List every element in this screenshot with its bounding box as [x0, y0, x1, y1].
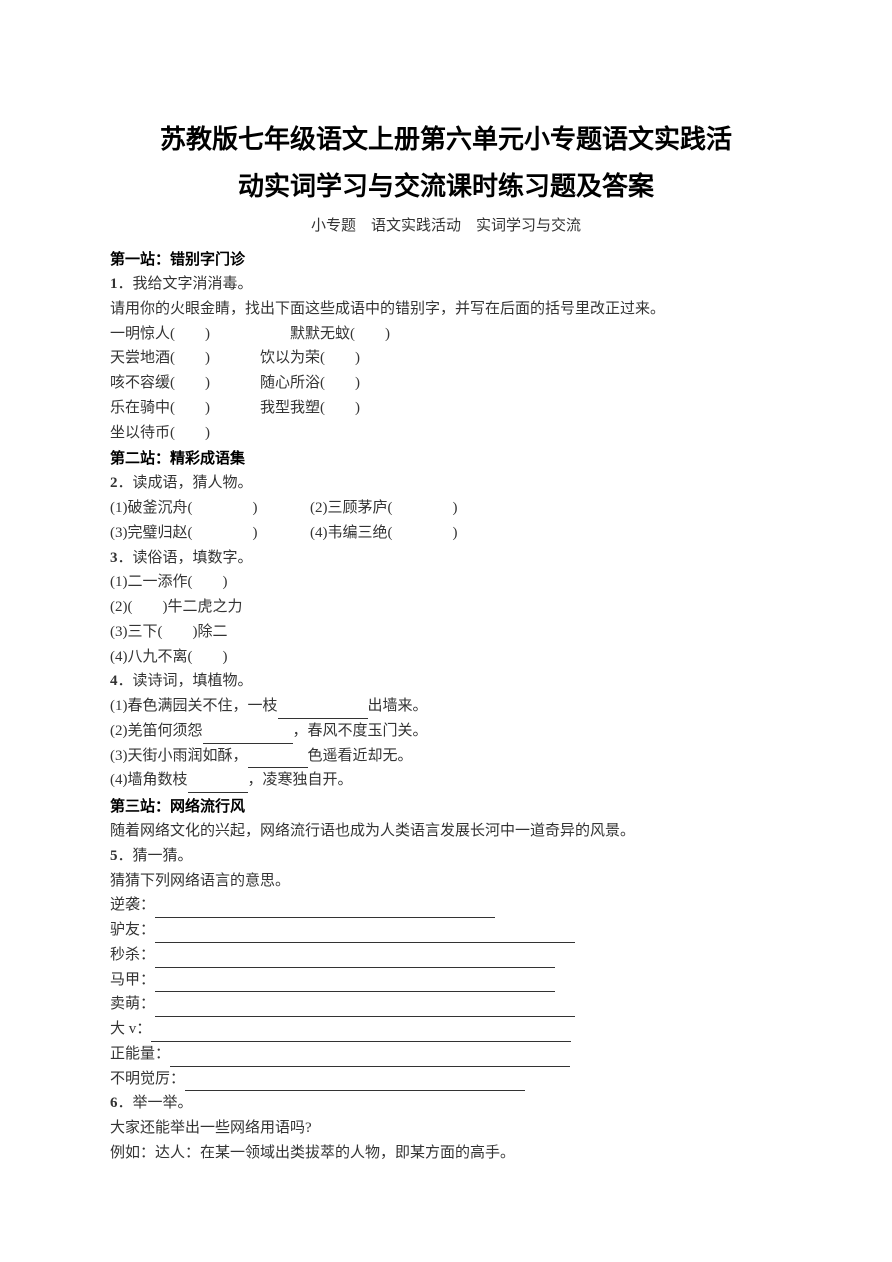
- q1-text: ．我给文字消消毒。: [118, 276, 253, 292]
- q1-line: 1．我给文字消消毒。: [110, 272, 782, 297]
- q6-text: ．举一举。: [118, 1095, 193, 1111]
- q5-item: 驴友：: [110, 918, 782, 943]
- q4-item: (2)羌笛何须怨 ，春风不度玉门关。: [110, 719, 782, 744]
- q5-label: 马甲：: [110, 972, 155, 988]
- q5-label: 秒杀：: [110, 947, 155, 963]
- station1-header: 第一站：错别字门诊: [110, 248, 782, 272]
- q1-item-a: 一明惊人( ): [110, 322, 290, 347]
- q1-row: 乐在骑中( )我型我塑( ): [110, 396, 782, 421]
- q1-item-a: 咳不容缓( ): [110, 371, 260, 396]
- q1-row: 一明惊人( )默默无蚊( ): [110, 322, 782, 347]
- q1-item-b: 饮以为荣( ): [260, 346, 360, 371]
- blank-line: [155, 926, 575, 943]
- main-title-line1: 苏教版七年级语文上册第六单元小专题语文实践活: [110, 120, 782, 159]
- q5-label: 大 v：: [110, 1021, 151, 1037]
- blank-line: [151, 1025, 571, 1042]
- q5-line: 5．猜一猜。: [110, 844, 782, 869]
- blank-line: [155, 951, 555, 968]
- main-title-line2: 动实词学习与交流课时练习题及答案: [110, 167, 782, 206]
- blank-line: [188, 777, 248, 794]
- blank-line: [203, 727, 293, 744]
- q3-item: (1)二一添作( ): [110, 570, 782, 595]
- q6-line1: 大家还能举出一些网络用语吗?: [110, 1116, 782, 1141]
- q2-item-b: (2)三顾茅庐( ): [310, 496, 457, 521]
- q5-label: 卖萌：: [110, 996, 155, 1012]
- q4-post: 色遥看近却无。: [308, 748, 413, 764]
- q4-post: ，春风不度玉门关。: [293, 723, 428, 739]
- blank-line: [278, 702, 368, 719]
- q4-pre: (2)羌笛何须怨: [110, 723, 203, 739]
- q4-item: (4)墙角数枝 ，凌寒独自开。: [110, 768, 782, 793]
- q1-item-b: 我型我塑( ): [260, 396, 360, 421]
- q1-num: 1: [110, 276, 118, 292]
- q2-item-a: (1)破釜沉舟( ): [110, 496, 310, 521]
- q1-instruction: 请用你的火眼金睛，找出下面这些成语中的错别字，并写在后面的括号里改正过来。: [110, 297, 782, 322]
- blank-line: [170, 1050, 570, 1067]
- q5-item: 逆袭：: [110, 893, 782, 918]
- station2-header: 第二站：精彩成语集: [110, 447, 782, 471]
- blank-line: [185, 1075, 525, 1092]
- q5-num: 5: [110, 848, 118, 864]
- q4-pre: (1)春色满园关不住，一枝: [110, 698, 278, 714]
- q4-post: ，凌寒独自开。: [248, 772, 353, 788]
- q5-item: 不明觉厉：: [110, 1067, 782, 1092]
- q4-item: (3)天街小雨润如酥， 色遥看近却无。: [110, 744, 782, 769]
- q3-line: 3．读俗语，填数字。: [110, 546, 782, 571]
- q5-label: 不明觉厉：: [110, 1071, 185, 1087]
- q4-num: 4: [110, 673, 118, 689]
- q5-label: 正能量：: [110, 1046, 170, 1062]
- q2-text: ．读成语，猜人物。: [118, 475, 253, 491]
- q2-row: (3)完璧归赵( )(4)韦编三绝( ): [110, 521, 782, 546]
- q2-row: (1)破釜沉舟( )(2)三顾茅庐( ): [110, 496, 782, 521]
- q3-text: ．读俗语，填数字。: [118, 550, 253, 566]
- q2-item-a: (3)完璧归赵( ): [110, 521, 310, 546]
- q6-num: 6: [110, 1095, 118, 1111]
- q2-num: 2: [110, 475, 118, 491]
- q5-instruction: 猜猜下列网络语言的意思。: [110, 869, 782, 894]
- q3-num: 3: [110, 550, 118, 566]
- q1-row: 坐以待币( ): [110, 421, 782, 446]
- blank-line: [155, 902, 495, 919]
- q1-row: 咳不容缓( )随心所浴( ): [110, 371, 782, 396]
- q1-item-a: 天尝地酒( ): [110, 346, 260, 371]
- q5-label: 逆袭：: [110, 897, 155, 913]
- q4-text: ．读诗词，填植物。: [118, 673, 253, 689]
- q2-item-b: (4)韦编三绝( ): [310, 521, 457, 546]
- q5-item: 大 v：: [110, 1017, 782, 1042]
- q5-text: ．猜一猜。: [118, 848, 193, 864]
- q4-pre: (4)墙角数枝: [110, 772, 188, 788]
- q4-post: 出墙来。: [368, 698, 428, 714]
- q5-item: 卖萌：: [110, 992, 782, 1017]
- subtitle: 小专题 语文实践活动 实词学习与交流: [110, 214, 782, 238]
- q2-line: 2．读成语，猜人物。: [110, 471, 782, 496]
- q5-item: 秒杀：: [110, 943, 782, 968]
- q4-line: 4．读诗词，填植物。: [110, 669, 782, 694]
- q1-item-b: 默默无蚊( ): [290, 322, 390, 347]
- q3-item: (3)三下( )除二: [110, 620, 782, 645]
- q6-line2: 例如：达人：在某一领域出类拔萃的人物，即某方面的高手。: [110, 1141, 782, 1166]
- q4-item: (1)春色满园关不住，一枝 出墙来。: [110, 694, 782, 719]
- blank-line: [155, 1001, 575, 1018]
- q5-label: 驴友：: [110, 922, 155, 938]
- q3-item: (2)( )牛二虎之力: [110, 595, 782, 620]
- q3-item: (4)八九不离( ): [110, 645, 782, 670]
- blank-line: [155, 976, 555, 993]
- q5-item: 马甲：: [110, 968, 782, 993]
- q5-item: 正能量：: [110, 1042, 782, 1067]
- q1-row: 天尝地酒( )饮以为荣( ): [110, 346, 782, 371]
- station3-intro: 随着网络文化的兴起，网络流行语也成为人类语言发展长河中一道奇异的风景。: [110, 819, 782, 844]
- blank-line: [248, 752, 308, 769]
- station3-header: 第三站：网络流行风: [110, 795, 782, 819]
- q4-pre: (3)天街小雨润如酥，: [110, 748, 248, 764]
- q1-item-b: 随心所浴( ): [260, 371, 360, 396]
- q1-item-a: 乐在骑中( ): [110, 396, 260, 421]
- q6-line: 6．举一举。: [110, 1091, 782, 1116]
